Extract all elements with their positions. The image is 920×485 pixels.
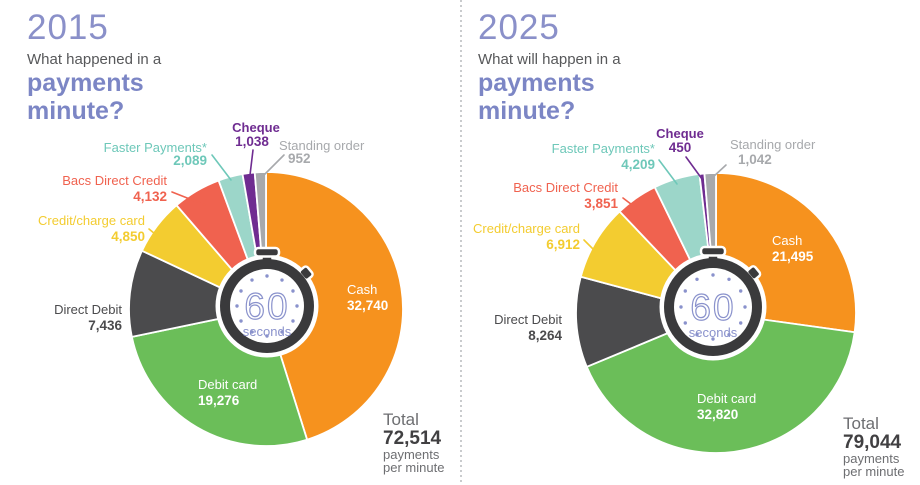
slice-label-debit-card: Debit card [198, 377, 257, 392]
slice-label-debit-card: Debit card [697, 391, 756, 406]
panel-2015: 2015 What happened in a payments minute? … [0, 0, 458, 485]
panel-2025: 2025 What will happen in a payments minut… [462, 0, 920, 485]
stopwatch-face [674, 268, 752, 346]
slice-label-bacs-direct-credit: Bacs Direct Credit [513, 180, 618, 195]
stopwatch-tick-dots [679, 273, 747, 341]
total-label: Total [843, 414, 879, 433]
leader-line-bacs-direct-credit [622, 197, 641, 212]
slice-value-cheque: 1,038 [235, 134, 269, 149]
slice-label-standing-order: Standing order [279, 138, 365, 153]
slice-label-credit-charge-card: Credit/charge card [38, 213, 145, 228]
panel-header-2015: 2015 What happened in a payments minute? [0, 8, 161, 125]
leader-line-faster-payments [658, 159, 678, 185]
stopwatch-number: 60 [244, 286, 289, 327]
stopwatch-crown [699, 245, 727, 257]
slice-label-cheque: Cheque [656, 126, 704, 141]
slice-value-cash: 32,740 [347, 298, 388, 313]
slice-label-direct-debit: Direct Debit [54, 302, 122, 317]
year-heading: 2025 [478, 8, 560, 47]
slice-label-faster-payments: Faster Payments* [104, 140, 207, 155]
total-value: 79,044 [843, 432, 902, 453]
slice-value-debit-card: 19,276 [198, 393, 240, 408]
total-sub1: payments [383, 447, 440, 462]
subtitle: What will happen in a [478, 51, 621, 68]
slice-value-faster-payments: 4,209 [621, 157, 655, 172]
title-line-payments: payments [478, 69, 595, 97]
total-block: Total 79,044 payments per minute [843, 414, 904, 479]
total-value: 72,514 [383, 428, 442, 449]
slice-value-bacs-direct-credit: 3,851 [584, 196, 618, 211]
leader-line-standing-order [711, 164, 727, 179]
title-line-payments: payments [27, 69, 144, 97]
total-sub2: per minute [383, 460, 444, 475]
panel-title: payments minute? [478, 69, 621, 125]
stopwatch-number: 60 [690, 287, 735, 328]
stopwatch-tick-dots [235, 274, 299, 338]
year-heading: 2015 [27, 8, 109, 47]
slice-label-cheque: Cheque [232, 120, 280, 135]
total-sub1: payments [843, 451, 900, 466]
leader-line-credit-charge-card [583, 239, 603, 259]
title-line-minute: minute? [27, 96, 125, 125]
leader-line-credit-charge-card [148, 228, 173, 249]
total-block: Total 72,514 payments per minute [383, 410, 444, 475]
total-label: Total [383, 410, 419, 429]
slice-label-faster-payments: Faster Payments* [552, 141, 655, 156]
leader-line-cheque [685, 156, 703, 180]
leader-line-cheque [249, 149, 254, 176]
pie-slice-debit-card [585, 312, 856, 454]
panel-title: payments minute? [27, 69, 161, 125]
slice-value-credit-charge-card: 6,912 [546, 237, 580, 252]
slice-value-cash: 21,495 [772, 249, 814, 264]
leader-line-standing-order [262, 154, 285, 177]
title-line-minute: minute? [478, 96, 576, 125]
total-sub2: per minute [843, 464, 904, 479]
leader-line-faster-payments [211, 154, 232, 181]
stopwatch-seconds-label: seconds [243, 324, 292, 339]
panel-divider [460, 0, 462, 485]
slice-value-standing-order: 1,042 [738, 152, 772, 167]
slice-label-credit-charge-card: Credit/charge card [473, 221, 580, 236]
slice-value-cheque: 450 [669, 140, 692, 155]
leader-line-bacs-direct-credit [171, 191, 206, 206]
slice-label-direct-debit: Direct Debit [494, 312, 562, 327]
slice-label-bacs-direct-credit: Bacs Direct Credit [62, 173, 167, 188]
slice-value-direct-debit: 8,264 [528, 328, 562, 343]
subtitle: What happened in a [27, 51, 162, 68]
slice-label-cash: Cash [772, 233, 802, 248]
slice-value-credit-charge-card: 4,850 [111, 229, 145, 244]
slice-label-standing-order: Standing order [730, 137, 816, 152]
panel-header-2025: 2025 What will happen in a payments minut… [462, 8, 621, 125]
slice-value-faster-payments: 2,089 [173, 153, 207, 168]
slice-value-debit-card: 32,820 [697, 407, 738, 422]
stopwatch-seconds-label: seconds [689, 325, 738, 340]
pie-slice-direct-debit [575, 275, 717, 368]
pie-slice-cash [265, 171, 404, 441]
slice-value-direct-debit: 7,436 [88, 318, 122, 333]
stopwatch-crown [253, 246, 281, 258]
slice-label-cash: Cash [347, 282, 377, 297]
slice-value-standing-order: 952 [288, 151, 311, 166]
slice-value-bacs-direct-credit: 4,132 [133, 189, 167, 204]
stopwatch-face [230, 269, 304, 343]
